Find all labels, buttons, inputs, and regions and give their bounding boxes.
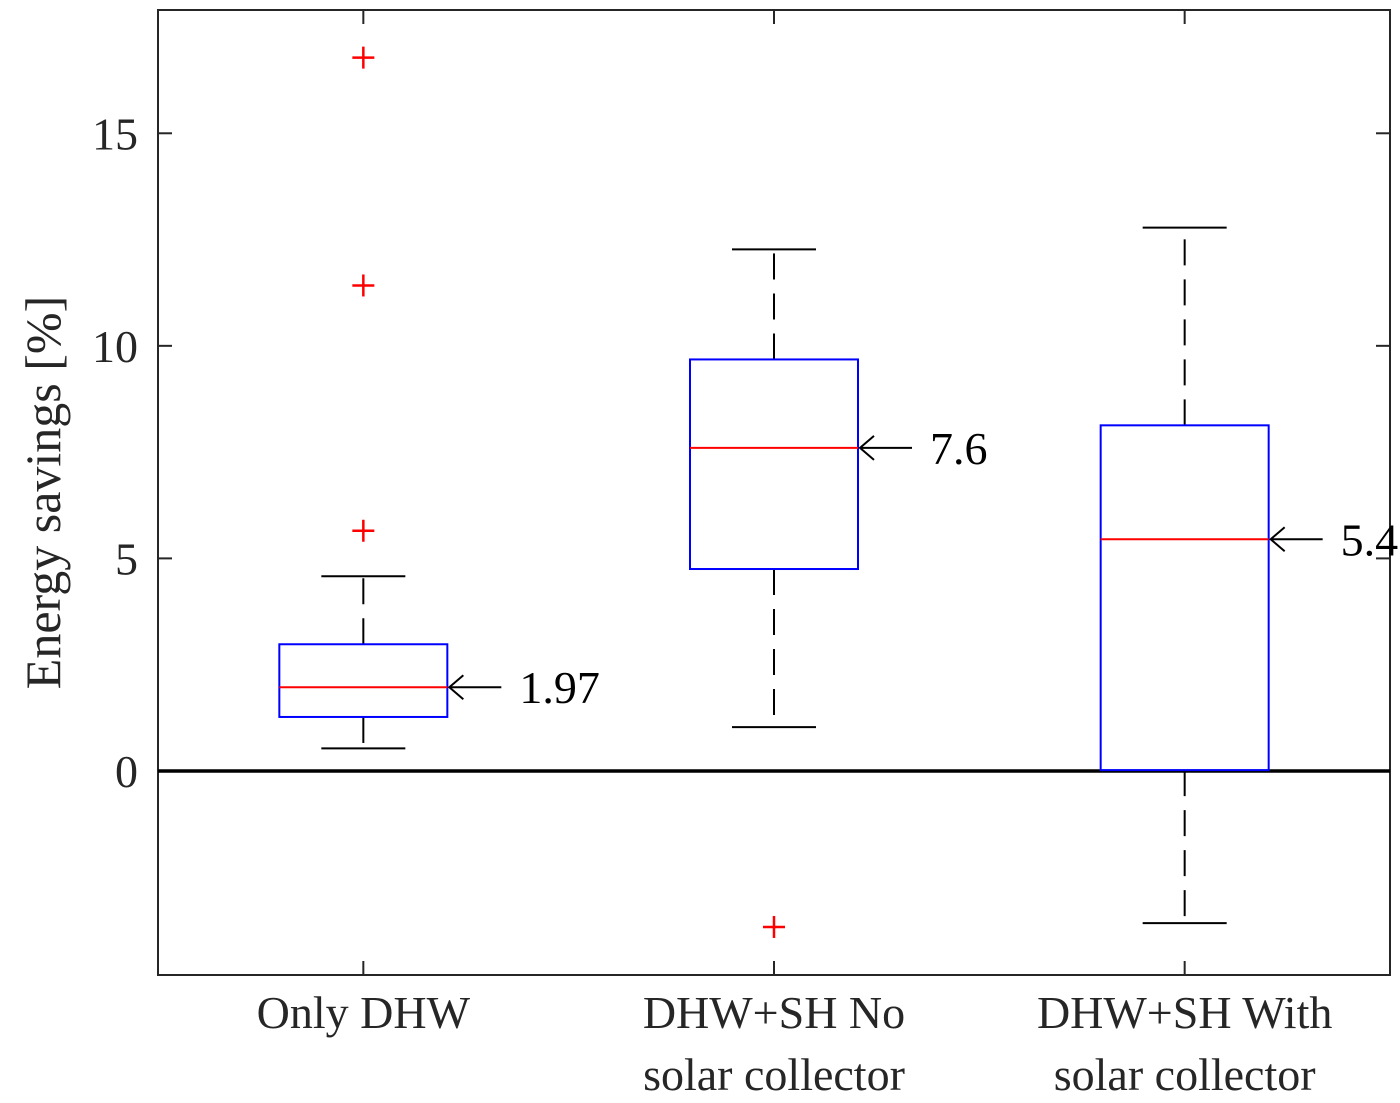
annotation-arrow-head (1269, 526, 1286, 553)
outlier-marker (763, 915, 785, 938)
x-tick-label: Only DHW (257, 987, 471, 1038)
median-annotation: 5.45 (1341, 514, 1400, 565)
x-tick-label: DHW+SH No (643, 987, 905, 1038)
y-tick-label: 5 (115, 533, 138, 584)
y-tick-label: 0 (115, 746, 138, 797)
annotation-arrow-head (858, 435, 875, 461)
y-tick-label: 10 (92, 321, 138, 372)
y-axis-label: Energy savings [%] (15, 296, 71, 689)
outlier-marker (352, 274, 375, 297)
outlier-marker (352, 519, 375, 542)
iqr-box (1099, 424, 1270, 772)
iqr-box (689, 358, 859, 571)
median-annotation: 1.97 (519, 662, 600, 713)
y-tick-label: 15 (92, 108, 138, 159)
x-tick-label: solar collector (643, 1049, 905, 1100)
x-tick-label: DHW+SH With (1037, 987, 1332, 1038)
iqr-box (278, 643, 449, 718)
x-tick-label: solar collector (1054, 1049, 1316, 1100)
outlier-marker (352, 46, 375, 69)
annotation-arrow-head (447, 674, 464, 700)
median-annotation: 7.6 (930, 423, 988, 474)
